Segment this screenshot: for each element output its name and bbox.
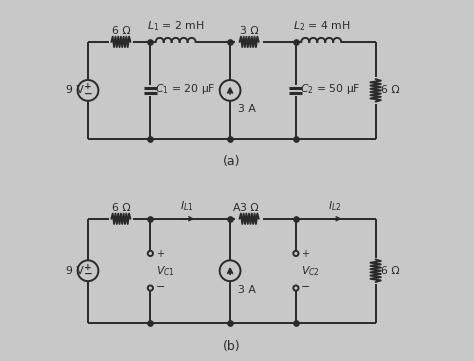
Text: 3 Ω: 3 Ω [240, 203, 258, 213]
Text: $L_1$ = 2 mH: $L_1$ = 2 mH [147, 19, 204, 33]
Text: (a): (a) [223, 155, 240, 168]
Text: 9 V: 9 V [66, 266, 84, 276]
Text: 6 Ω: 6 Ω [381, 266, 400, 276]
Text: +: + [155, 249, 164, 259]
Text: A: A [233, 203, 240, 213]
Text: $V_{C2}$: $V_{C2}$ [301, 264, 320, 278]
Text: −: − [301, 282, 310, 292]
Text: 9 V: 9 V [66, 86, 84, 95]
Text: +: + [84, 82, 92, 91]
Text: +: + [84, 263, 92, 272]
Text: $L_2$ = 4 mH: $L_2$ = 4 mH [292, 19, 350, 33]
Text: $I_{L2}$: $I_{L2}$ [328, 199, 341, 213]
Text: 3 Ω: 3 Ω [240, 26, 258, 36]
Text: 3 A: 3 A [237, 285, 255, 295]
Text: $C_2$ = 50 μF: $C_2$ = 50 μF [300, 82, 361, 96]
Text: −: − [83, 89, 92, 99]
Text: $I_{L1}$: $I_{L1}$ [180, 199, 193, 213]
Text: −: − [83, 269, 92, 279]
Text: −: − [155, 282, 165, 292]
Text: 6 Ω: 6 Ω [111, 203, 130, 213]
Text: 6 Ω: 6 Ω [381, 86, 400, 95]
Text: 3 A: 3 A [237, 104, 255, 114]
Text: $C_1$ = 20 μF: $C_1$ = 20 μF [155, 82, 215, 96]
Text: +: + [301, 249, 309, 259]
Text: (b): (b) [223, 340, 241, 353]
Text: 6 Ω: 6 Ω [111, 26, 130, 36]
Text: $V_{C1}$: $V_{C1}$ [155, 264, 174, 278]
